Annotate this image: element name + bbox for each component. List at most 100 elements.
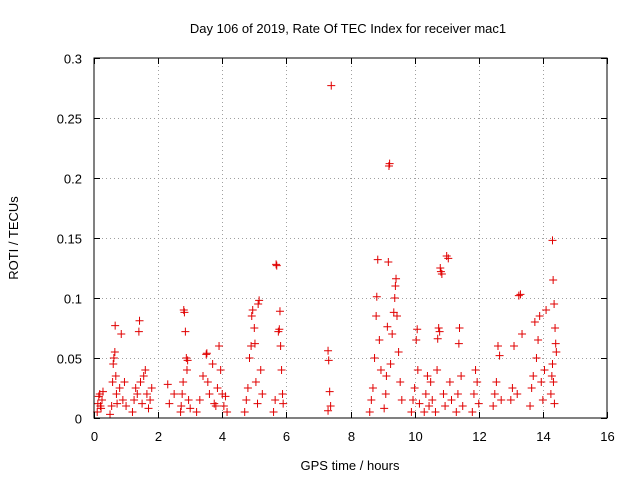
data-point <box>110 348 119 356</box>
data-point <box>551 324 560 332</box>
data-point <box>551 339 560 348</box>
x-tick-label: 8 <box>348 429 355 444</box>
data-point <box>535 312 544 320</box>
data-point <box>115 384 124 392</box>
gridlines <box>94 58 607 418</box>
data-point <box>506 396 515 404</box>
y-tick-label: 0.15 <box>57 232 82 247</box>
data-point <box>457 372 466 380</box>
data-point <box>118 396 127 404</box>
data-point <box>455 324 464 332</box>
data-point <box>177 402 186 410</box>
data-point <box>120 378 129 386</box>
y-tick-label: 0.05 <box>57 352 82 367</box>
data-point <box>458 402 467 410</box>
data-point <box>550 300 559 308</box>
data-point <box>542 306 551 314</box>
data-point <box>415 399 424 408</box>
data-point <box>324 356 333 365</box>
data-point <box>136 378 145 386</box>
data-point <box>243 384 252 392</box>
x-tick-label: 14 <box>536 429 550 444</box>
data-point <box>548 236 557 245</box>
data-point <box>373 255 382 264</box>
data-point <box>426 378 435 386</box>
data-point <box>365 408 374 416</box>
data-point <box>389 308 398 317</box>
data-point <box>223 408 232 416</box>
data-point <box>538 396 547 404</box>
data-point <box>141 366 150 374</box>
data-point <box>530 318 539 326</box>
data-point <box>495 351 504 360</box>
data-point <box>391 282 400 290</box>
data-point <box>326 402 335 410</box>
data-point <box>469 390 478 398</box>
data-point <box>111 321 120 330</box>
data-point <box>248 306 257 314</box>
data-point <box>453 390 462 398</box>
data-point <box>392 312 401 320</box>
data-point <box>468 408 477 416</box>
data-point <box>182 366 191 374</box>
data-point <box>385 159 394 168</box>
data-point <box>390 294 399 302</box>
data-point <box>372 312 381 320</box>
data-point <box>474 399 483 408</box>
data-point <box>447 396 456 404</box>
data-point <box>534 336 543 344</box>
data-point <box>514 291 523 300</box>
x-axis-label: GPS time / hours <box>301 458 400 473</box>
data-point <box>202 349 211 358</box>
data-point <box>397 396 406 404</box>
data-point <box>473 378 482 386</box>
data-point <box>325 387 334 396</box>
x-tick-label: 10 <box>408 429 422 444</box>
data-point <box>107 402 116 410</box>
data-point <box>380 404 389 413</box>
data-point <box>275 325 284 334</box>
data-point <box>256 366 265 374</box>
data-point <box>510 342 519 350</box>
data-point <box>122 402 131 410</box>
x-tick-label: 4 <box>219 429 226 444</box>
data-point <box>409 396 418 404</box>
data-point <box>213 384 222 392</box>
data-point <box>117 330 126 338</box>
chart-title: Day 106 of 2019, Rate Of TEC Index for r… <box>190 21 506 36</box>
data-point <box>250 324 259 332</box>
data-point <box>508 384 517 392</box>
data-point <box>276 342 285 350</box>
data-point <box>184 396 193 404</box>
data-point <box>434 324 443 332</box>
data-point <box>255 296 264 305</box>
data-point <box>392 274 401 283</box>
data-point <box>441 402 450 410</box>
data-point <box>324 406 333 415</box>
data-point <box>205 390 214 398</box>
data-point <box>410 384 419 392</box>
data-point <box>493 342 502 350</box>
data-point <box>109 360 118 368</box>
data-point <box>547 372 556 380</box>
y-tick-label: 0.1 <box>64 292 82 307</box>
data-point <box>113 399 122 408</box>
data-point <box>279 399 288 408</box>
data-point <box>219 402 228 410</box>
data-point <box>394 348 403 356</box>
data-point <box>381 390 390 398</box>
axis-ticks: 0 2 4 6 8 10 12 14 16 0 0.05 0.1 0.15 0.2 0.25 0.3 <box>57 52 615 445</box>
data-point <box>269 408 278 416</box>
data-point <box>183 356 192 365</box>
data-point <box>134 327 143 336</box>
data-point <box>271 396 280 404</box>
data-point <box>108 378 117 386</box>
data-point <box>431 408 440 416</box>
data-point <box>368 384 377 392</box>
data-point <box>144 404 153 413</box>
data-point <box>546 390 555 398</box>
data-point <box>529 372 538 380</box>
data-point <box>202 350 211 359</box>
data-point <box>425 402 434 410</box>
